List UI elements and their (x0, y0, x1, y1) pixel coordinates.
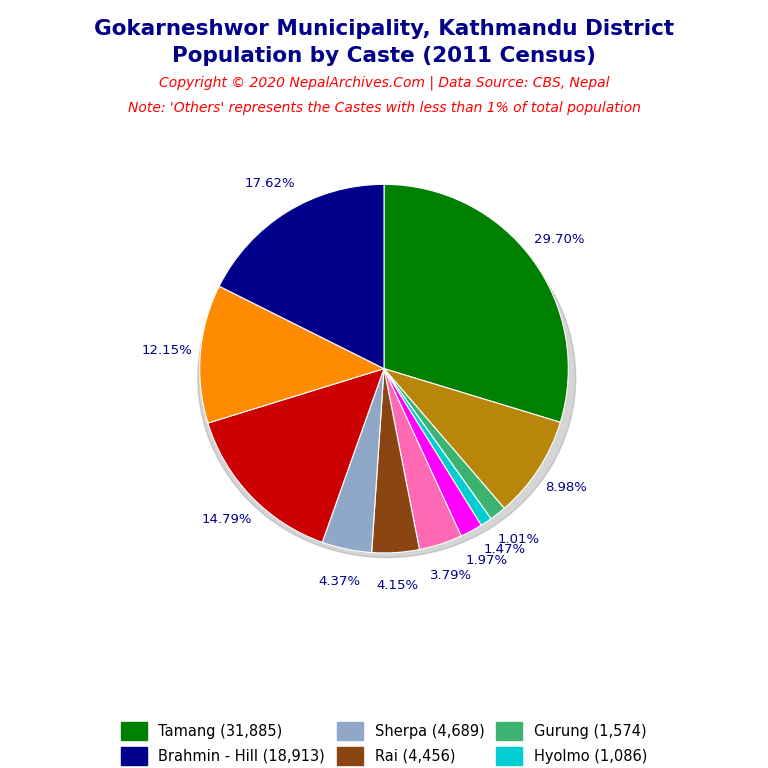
Text: Note: 'Others' represents the Castes with less than 1% of total population: Note: 'Others' represents the Castes wit… (127, 101, 641, 115)
Text: Population by Caste (2011 Census): Population by Caste (2011 Census) (172, 46, 596, 66)
Text: 8.98%: 8.98% (545, 481, 588, 494)
Wedge shape (384, 184, 568, 422)
Wedge shape (200, 286, 384, 423)
Text: 1.01%: 1.01% (497, 533, 539, 546)
Wedge shape (208, 369, 384, 542)
Text: 1.47%: 1.47% (483, 543, 525, 556)
Wedge shape (384, 369, 505, 518)
Text: 4.15%: 4.15% (376, 579, 419, 592)
Text: Copyright © 2020 NepalArchives.Com | Data Source: CBS, Nepal: Copyright © 2020 NepalArchives.Com | Dat… (159, 75, 609, 90)
Text: Gokarneshwor Municipality, Kathmandu District: Gokarneshwor Municipality, Kathmandu Dis… (94, 19, 674, 39)
Text: 1.97%: 1.97% (466, 554, 508, 567)
Text: 4.37%: 4.37% (319, 575, 361, 588)
Wedge shape (384, 369, 461, 550)
Wedge shape (384, 369, 482, 536)
Wedge shape (384, 369, 561, 508)
Wedge shape (384, 369, 491, 525)
Text: 17.62%: 17.62% (244, 177, 295, 190)
Wedge shape (372, 369, 419, 553)
Text: 3.79%: 3.79% (430, 569, 472, 582)
Ellipse shape (198, 198, 576, 558)
Legend: Tamang (31,885), Brahmin - Hill (18,913), Chhetri (15,878), Newar (13,048), Sher: Tamang (31,885), Brahmin - Hill (18,913)… (113, 714, 655, 768)
Text: 12.15%: 12.15% (142, 344, 193, 357)
Text: 29.70%: 29.70% (534, 233, 584, 246)
Wedge shape (219, 184, 384, 369)
Text: 14.79%: 14.79% (202, 513, 252, 525)
Wedge shape (323, 369, 384, 552)
